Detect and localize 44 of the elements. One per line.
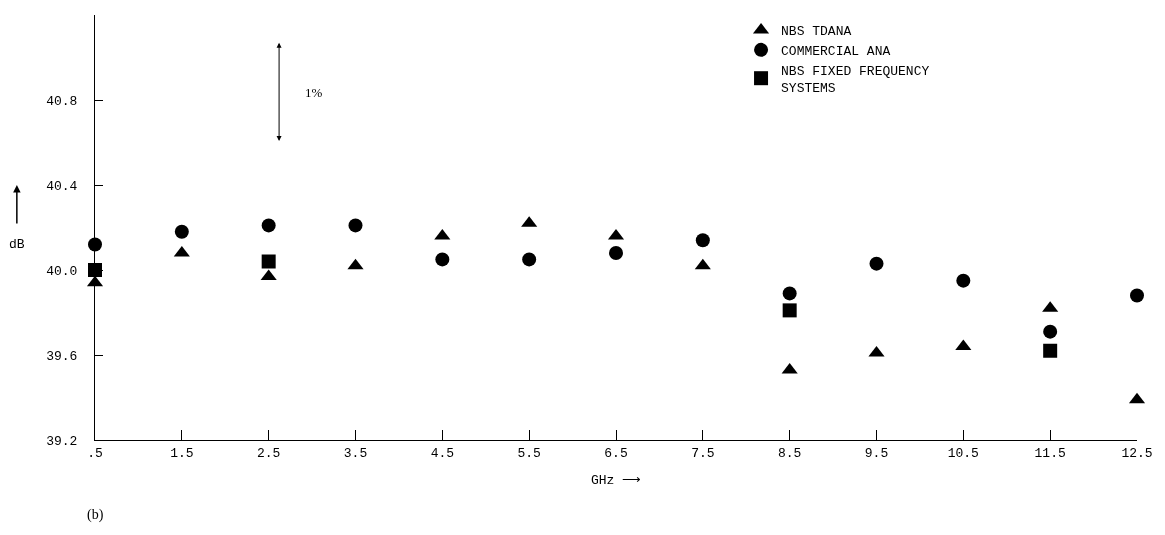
x-tick-label: 9.5 <box>864 445 889 461</box>
point <box>261 218 276 233</box>
x-axis-title: GHz ⟶ <box>590 473 642 489</box>
point <box>348 218 363 233</box>
point <box>435 252 450 267</box>
legend-label: NBS FIXED FREQUENCY SYSTEMS <box>781 63 930 96</box>
x-tick-label: 1.5 <box>170 445 194 461</box>
point <box>782 286 797 301</box>
point <box>174 224 189 239</box>
point <box>781 362 798 374</box>
text: (b) <box>87 507 104 523</box>
point <box>782 303 797 318</box>
y-tick-label: 40.0 <box>46 263 78 279</box>
point <box>695 233 710 248</box>
x-tick-label: 8.5 <box>777 445 802 461</box>
y-axis-title: dB <box>9 237 25 252</box>
point <box>1130 288 1144 303</box>
x-tick-label: 7.5 <box>691 445 715 461</box>
x-tick-label: 4.5 <box>430 445 455 461</box>
point <box>1043 343 1058 358</box>
point <box>1043 324 1058 339</box>
point <box>869 256 884 271</box>
legend-label: NBS TDANA <box>781 24 852 40</box>
point <box>956 273 971 288</box>
y-tick-label: 40.8 <box>46 93 78 109</box>
x-tick-label: 2.5 <box>256 445 281 461</box>
point <box>694 258 711 270</box>
x-tick-label: .5 <box>87 445 103 461</box>
x-tick-label: 11.5 <box>1034 445 1066 461</box>
x-tick-label: 5.5 <box>517 445 541 461</box>
y-tick-label: 40.4 <box>46 178 78 194</box>
point <box>261 254 276 269</box>
x-tick-label: 12.5 <box>1121 445 1153 461</box>
point <box>522 252 537 267</box>
y-tick-label: 39.2 <box>46 433 78 449</box>
y-tick-label: 39.6 <box>46 348 78 364</box>
legend-label: COMMERCIAL ANA <box>781 43 891 59</box>
annotation: 1% <box>305 85 323 100</box>
point <box>868 345 885 357</box>
point <box>347 258 364 270</box>
x-tick-label: 10.5 <box>947 445 979 461</box>
x-tick-label: 6.5 <box>604 445 628 461</box>
point <box>609 246 623 260</box>
x-tick-label: 3.5 <box>343 445 368 461</box>
